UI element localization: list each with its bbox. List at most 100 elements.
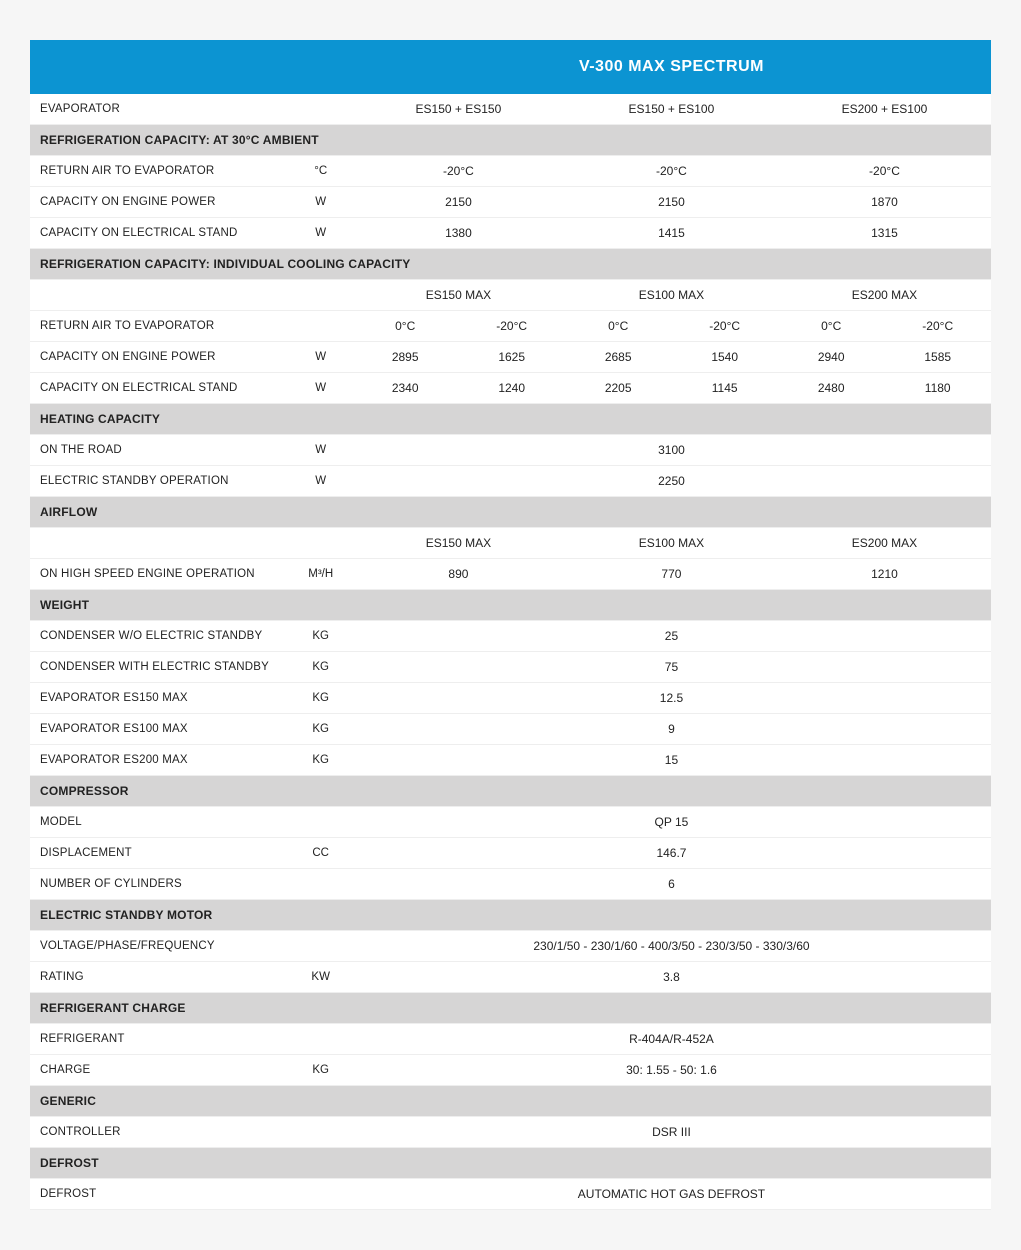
airflow-high-c2: 770 — [565, 559, 778, 590]
w-e200-v: 15 — [352, 745, 991, 776]
ref-charge-label: CHARGE — [30, 1055, 289, 1086]
ind-return-air-label: RETURN AIR TO EVAPORATOR — [30, 311, 289, 342]
cap-elec-c3: 1315 — [778, 218, 991, 249]
motor-vpf-v: 230/1/50 - 230/1/60 - 400/3/50 - 230/3/5… — [352, 931, 991, 962]
ind-cap-engine-label: CAPACITY ON ENGINE POWER — [30, 342, 289, 373]
section-refcap30: REFRIGERATION CAPACITY: AT 30°C AMBIENT — [30, 125, 991, 156]
section-airflow: AIRFLOW — [30, 497, 991, 528]
w-e200-unit: KG — [289, 745, 351, 776]
section-refrigerant: REFRIGERANT CHARGE — [30, 993, 991, 1024]
ind-return-air-unit — [289, 311, 351, 342]
section-defrost: DEFROST — [30, 1148, 991, 1179]
table-row: CAPACITY ON ELECTRICAL STAND W 1380 1415… — [30, 218, 991, 249]
airflow-high-unit: M³/H — [289, 559, 351, 590]
subheader-row: ES150 MAX ES100 MAX ES200 MAX — [30, 528, 991, 559]
ind-cap-engine-c1a: 2895 — [352, 342, 459, 373]
ref-type-unit — [289, 1024, 351, 1055]
sub-blank-unit — [289, 280, 351, 311]
table-row: CHARGE KG 30: 1.55 - 50: 1.6 — [30, 1055, 991, 1086]
heating-standby-unit: W — [289, 466, 351, 497]
ind-cap-engine-c2a: 2685 — [565, 342, 672, 373]
ind-return-air-c1a: 0°C — [352, 311, 459, 342]
cap-elec-c1: 1380 — [352, 218, 565, 249]
airflow-high-c3: 1210 — [778, 559, 991, 590]
table-row: CONDENSER WITH ELECTRIC STANDBY KG 75 — [30, 652, 991, 683]
airflow-high-label: ON HIGH SPEED ENGINE OPERATION — [30, 559, 289, 590]
table-row: CONDENSER W/O ELECTRIC STANDBY KG 25 — [30, 621, 991, 652]
evaporator-label: EVAPORATOR — [30, 94, 289, 125]
table-row: EVAPORATOR ES100 MAX KG 9 — [30, 714, 991, 745]
airflow-high-c1: 890 — [352, 559, 565, 590]
evaporator-row: EVAPORATOR ES150 + ES150 ES150 + ES100 E… — [30, 94, 991, 125]
ind-return-air-c2a: 0°C — [565, 311, 672, 342]
heating-standby-v: 2250 — [352, 466, 991, 497]
ind-cap-elec-c1b: 1240 — [458, 373, 565, 404]
ind-cap-elec-label: CAPACITY ON ELECTRICAL STAND — [30, 373, 289, 404]
table-row: NUMBER OF CYLINDERS 6 — [30, 869, 991, 900]
table-row: ON THE ROAD W 3100 — [30, 435, 991, 466]
return-air-c2: -20°C — [565, 156, 778, 187]
return-air-c1: -20°C — [352, 156, 565, 187]
table-row: RETURN AIR TO EVAPORATOR °C -20°C -20°C … — [30, 156, 991, 187]
motor-vpf-label: VOLTAGE/PHASE/FREQUENCY — [30, 931, 289, 962]
comp-model-unit — [289, 807, 351, 838]
table-row: REFRIGERANT R-404A/R-452A — [30, 1024, 991, 1055]
table-row: RATING KW 3.8 — [30, 962, 991, 993]
w-cond-wo-v: 25 — [352, 621, 991, 652]
evaporator-c1: ES150 + ES150 — [352, 94, 565, 125]
ind-cap-elec-c1a: 2340 — [352, 373, 459, 404]
table-row: CONTROLLER DSR III — [30, 1117, 991, 1148]
ind-cap-elec-c2a: 2205 — [565, 373, 672, 404]
table-row: ON HIGH SPEED ENGINE OPERATION M³/H 890 … — [30, 559, 991, 590]
ind-cap-engine-c1b: 1625 — [458, 342, 565, 373]
ind-return-air-c3a: 0°C — [778, 311, 885, 342]
cap-engine-c1: 2150 — [352, 187, 565, 218]
ind-return-air-c2b: -20°C — [671, 311, 778, 342]
section-weight: WEIGHT — [30, 590, 991, 621]
ind-cap-elec-c2b: 1145 — [671, 373, 778, 404]
ind-return-air-c3b: -20°C — [884, 311, 991, 342]
ref-type-v: R-404A/R-452A — [352, 1024, 991, 1055]
ind-cap-engine-c3a: 2940 — [778, 342, 885, 373]
motor-rating-label: RATING — [30, 962, 289, 993]
section-refcap-ind: REFRIGERATION CAPACITY: INDIVIDUAL COOLI… — [30, 249, 991, 280]
table-row: ELECTRIC STANDBY OPERATION W 2250 — [30, 466, 991, 497]
section-compressor: COMPRESSOR — [30, 776, 991, 807]
table-row: CAPACITY ON ELECTRICAL STAND W 2340 1240… — [30, 373, 991, 404]
header-blank — [30, 40, 352, 94]
table-row: MODEL QP 15 — [30, 807, 991, 838]
motor-vpf-unit — [289, 931, 351, 962]
defrost-unit — [289, 1179, 351, 1210]
heating-road-label: ON THE ROAD — [30, 435, 289, 466]
sub-blank — [30, 280, 289, 311]
airflow-sub-c3: ES200 MAX — [778, 528, 991, 559]
table-row: EVAPORATOR ES200 MAX KG 15 — [30, 745, 991, 776]
comp-cyl-label: NUMBER OF CYLINDERS — [30, 869, 289, 900]
product-title: V-300 MAX SPECTRUM — [352, 40, 991, 94]
w-e150-v: 12.5 — [352, 683, 991, 714]
w-e100-label: EVAPORATOR ES100 MAX — [30, 714, 289, 745]
subheader-row: ES150 MAX ES100 MAX ES200 MAX — [30, 280, 991, 311]
defrost-v: AUTOMATIC HOT GAS DEFROST — [352, 1179, 991, 1210]
comp-cyl-v: 6 — [352, 869, 991, 900]
w-cond-wo-unit: KG — [289, 621, 351, 652]
section-heating: HEATING CAPACITY — [30, 404, 991, 435]
gen-controller-label: CONTROLLER — [30, 1117, 289, 1148]
gen-controller-v: DSR III — [352, 1117, 991, 1148]
cap-engine-unit: W — [289, 187, 351, 218]
ind-return-air-c1b: -20°C — [458, 311, 565, 342]
table-row: DISPLACEMENT CC 146.7 — [30, 838, 991, 869]
w-e200-label: EVAPORATOR ES200 MAX — [30, 745, 289, 776]
ref-charge-unit: KG — [289, 1055, 351, 1086]
heating-road-v: 3100 — [352, 435, 991, 466]
sub-c3: ES200 MAX — [778, 280, 991, 311]
w-cond-with-label: CONDENSER WITH ELECTRIC STANDBY — [30, 652, 289, 683]
comp-disp-v: 146.7 — [352, 838, 991, 869]
sub-c2: ES100 MAX — [565, 280, 778, 311]
w-e100-unit: KG — [289, 714, 351, 745]
ind-cap-engine-c2b: 1540 — [671, 342, 778, 373]
w-e150-unit: KG — [289, 683, 351, 714]
heating-standby-label: ELECTRIC STANDBY OPERATION — [30, 466, 289, 497]
cap-engine-c2: 2150 — [565, 187, 778, 218]
comp-cyl-unit — [289, 869, 351, 900]
